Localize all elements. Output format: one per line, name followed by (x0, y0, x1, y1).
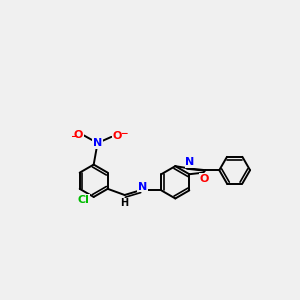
Text: N: N (138, 182, 147, 191)
Text: N: N (93, 138, 102, 148)
Text: O: O (112, 131, 122, 141)
Text: O: O (74, 130, 83, 140)
Text: H: H (120, 199, 128, 208)
Text: Cl: Cl (78, 195, 90, 205)
Text: N: N (185, 157, 195, 167)
Text: −: − (120, 128, 127, 137)
Text: O: O (199, 174, 208, 184)
Text: −: − (70, 132, 77, 141)
